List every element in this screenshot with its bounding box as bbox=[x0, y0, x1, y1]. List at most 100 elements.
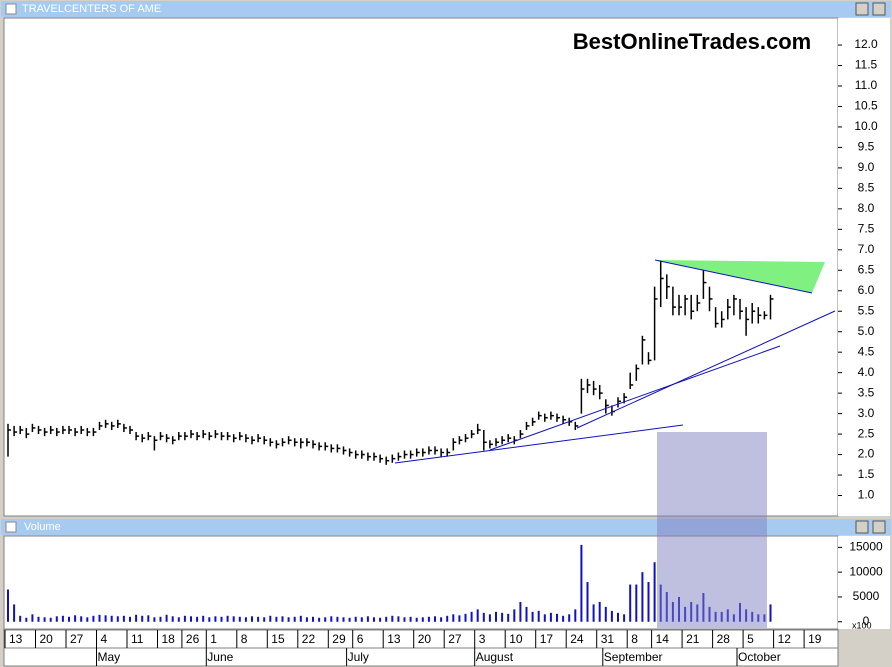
window-icon bbox=[5, 3, 17, 15]
volume-bar bbox=[19, 615, 22, 622]
volume-bar bbox=[238, 616, 241, 622]
volume-bar bbox=[501, 612, 504, 622]
y-tick-label: 9.0 bbox=[858, 160, 875, 174]
close-button[interactable] bbox=[872, 2, 886, 16]
volume-bar bbox=[446, 615, 449, 622]
volume-bar bbox=[324, 617, 327, 622]
volume-bar bbox=[543, 614, 546, 622]
month-label: October bbox=[738, 650, 781, 664]
volume-bar bbox=[397, 616, 400, 622]
volume-bar bbox=[86, 617, 89, 622]
x-tick-label: 1 bbox=[210, 632, 217, 646]
volume-bar bbox=[348, 617, 351, 622]
x-tick-label: 13 bbox=[387, 632, 401, 646]
volume-bar bbox=[403, 617, 406, 622]
y-tick-label: 12.0 bbox=[854, 37, 878, 51]
volume-bar bbox=[373, 617, 375, 622]
x-tick-label: 4 bbox=[101, 632, 108, 646]
volume-bar bbox=[421, 617, 424, 622]
volume-bar bbox=[482, 612, 485, 622]
x-tick-label: 8 bbox=[241, 632, 248, 646]
volume-title: Volume bbox=[24, 521, 61, 533]
volume-bar bbox=[470, 611, 473, 622]
volume-bar bbox=[293, 616, 296, 622]
y-tick-label: 8.5 bbox=[858, 181, 875, 195]
volume-bar bbox=[537, 610, 540, 622]
volume-bar bbox=[37, 616, 40, 622]
volume-bar bbox=[434, 616, 436, 622]
volume-bar bbox=[312, 616, 314, 622]
volume-bar bbox=[592, 604, 595, 622]
x-tick-label: 24 bbox=[570, 632, 584, 646]
x-tick-label: 15 bbox=[271, 632, 285, 646]
volume-bar bbox=[629, 584, 632, 622]
volume-bar bbox=[415, 617, 418, 622]
volume-bar bbox=[214, 616, 217, 622]
volume-bar bbox=[61, 615, 64, 622]
y-tick-label: 1.5 bbox=[858, 467, 875, 481]
y-tick-label: 15000 bbox=[849, 540, 883, 554]
volume-bar bbox=[104, 615, 107, 622]
volume-bar bbox=[513, 609, 516, 622]
x-tick-label: 12 bbox=[778, 632, 792, 646]
volume-bar bbox=[147, 615, 150, 622]
maximize-button[interactable] bbox=[855, 2, 869, 16]
month-label: September bbox=[604, 650, 663, 664]
trend-line bbox=[394, 424, 684, 464]
volume-bar bbox=[80, 616, 83, 622]
volume-bar bbox=[623, 614, 626, 622]
volume-bar bbox=[360, 617, 363, 622]
volume-bar bbox=[55, 616, 58, 622]
window-icon bbox=[5, 521, 17, 533]
volume-bar bbox=[379, 617, 382, 622]
volume-bar bbox=[574, 609, 577, 622]
volume-bar bbox=[220, 616, 223, 622]
month-label: August bbox=[476, 650, 514, 664]
y-tick-label: 0 bbox=[863, 614, 870, 628]
price-axis-area bbox=[838, 18, 890, 516]
volume-bar bbox=[190, 616, 192, 622]
volume-bar bbox=[580, 544, 583, 622]
highlight-box bbox=[657, 432, 767, 628]
volume-bar bbox=[299, 615, 302, 622]
trend-line bbox=[654, 259, 813, 294]
highlight-triangle bbox=[655, 260, 825, 293]
volume-axis-area bbox=[838, 536, 890, 629]
volume-bar bbox=[440, 617, 443, 622]
watermark: BestOnlineTrades.com bbox=[573, 29, 811, 54]
volume-bar bbox=[525, 606, 528, 622]
volume-bar bbox=[92, 615, 95, 622]
y-tick-label: 10.5 bbox=[854, 99, 878, 113]
close-button[interactable] bbox=[872, 520, 886, 534]
volume-bar bbox=[68, 616, 70, 622]
volume-bar bbox=[305, 617, 308, 622]
volume-bar bbox=[177, 617, 180, 622]
y-tick-label: 2.5 bbox=[858, 426, 875, 440]
volume-bar bbox=[531, 611, 534, 622]
y-tick-label: 10.0 bbox=[854, 119, 878, 133]
y-tick-label: 6.5 bbox=[858, 262, 875, 276]
y-tick-label: 3.0 bbox=[858, 406, 875, 420]
volume-bar bbox=[257, 616, 260, 622]
maximize-button[interactable] bbox=[855, 520, 869, 534]
y-tick-label: 5.0 bbox=[858, 324, 875, 338]
y-tick-label: 4.0 bbox=[858, 365, 875, 379]
volume-bar bbox=[495, 611, 497, 622]
volume-bar bbox=[598, 601, 601, 622]
x-tick-label: 6 bbox=[357, 632, 364, 646]
volume-bar bbox=[183, 615, 186, 622]
volume-bar bbox=[31, 614, 34, 622]
x-tick-label: 10 bbox=[509, 632, 523, 646]
volume-bar bbox=[129, 616, 131, 622]
month-label: June bbox=[207, 650, 233, 664]
volume-bar bbox=[208, 617, 211, 622]
volume-bar bbox=[604, 606, 607, 622]
x-tick-label: 20 bbox=[40, 632, 54, 646]
y-tick-label: 7.5 bbox=[858, 221, 875, 235]
volume-bar bbox=[25, 617, 28, 622]
y-tick-label: 5.5 bbox=[858, 303, 875, 317]
volume-unit: x100 bbox=[852, 620, 872, 630]
x-tick-label: 20 bbox=[418, 632, 432, 646]
volume-bar bbox=[110, 615, 113, 622]
volume-bar bbox=[263, 617, 266, 622]
